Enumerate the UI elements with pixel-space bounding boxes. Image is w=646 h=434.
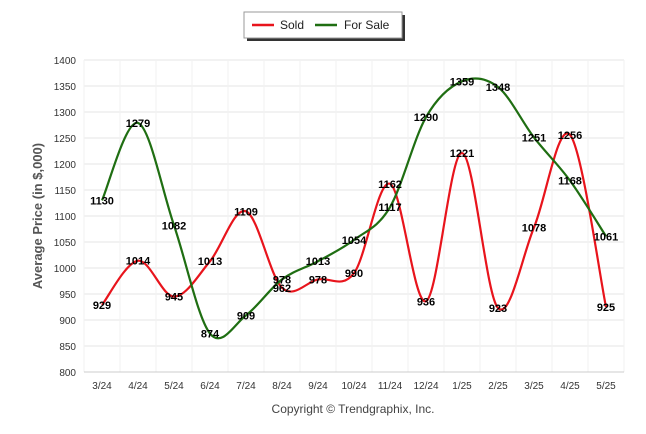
data-labels: 9291014945101311099629789901162936122192… [90, 76, 618, 340]
data-label-for-sale: 1290 [414, 112, 438, 124]
gridlines [83, 59, 625, 373]
data-label-sold: 978 [309, 274, 327, 286]
data-label-for-sale: 874 [201, 329, 220, 341]
x-tick-label: 1/25 [452, 381, 472, 392]
data-label-sold: 962 [273, 283, 291, 295]
data-label-sold: 1109 [234, 206, 258, 218]
data-label-sold: 945 [165, 292, 183, 304]
x-axis-ticks: 3/24 4/24 5/24 6/24 7/24 8/24 9/24 10/24 11/24 12… [92, 381, 616, 392]
y-tick-label: 900 [59, 316, 76, 327]
data-label-sold: 1013 [198, 256, 222, 268]
x-tick-label: 2/25 [488, 381, 508, 392]
x-tick-label: 11/24 [378, 381, 403, 392]
x-tick-label: 4/24 [128, 381, 148, 392]
data-label-for-sale: 1130 [90, 195, 114, 207]
x-tick-label: 5/25 [596, 381, 616, 392]
data-label-for-sale: 1082 [162, 220, 186, 232]
y-tick-label: 850 [59, 342, 76, 353]
x-tick-label: 7/24 [236, 381, 256, 392]
data-label-for-sale: 1168 [558, 176, 582, 188]
data-label-for-sale: 909 [237, 310, 255, 322]
data-label-for-sale: 1117 [378, 202, 401, 214]
x-tick-label: 4/25 [560, 381, 580, 392]
data-label-for-sale: 1348 [486, 82, 510, 94]
data-label-sold: 990 [345, 268, 363, 280]
x-tick-label: 6/24 [200, 381, 220, 392]
y-tick-label: 1150 [54, 186, 76, 197]
x-tick-label: 10/24 [341, 381, 366, 392]
data-label-sold: 1221 [450, 148, 474, 160]
data-label-for-sale: 1054 [342, 235, 367, 247]
x-tick-label: 9/24 [308, 381, 328, 392]
x-tick-label: 5/24 [164, 381, 184, 392]
y-tick-label: 800 [59, 368, 76, 379]
legend-label-sold: Sold [280, 18, 304, 32]
x-tick-label: 3/24 [92, 381, 112, 392]
data-label-sold: 1014 [126, 256, 151, 268]
y-tick-label: 1250 [54, 134, 77, 145]
x-tick-label: 3/25 [524, 381, 544, 392]
x-tick-label: 12/24 [413, 381, 438, 392]
data-label-sold: 1162 [378, 179, 402, 191]
data-label-for-sale: 1359 [450, 76, 474, 88]
data-label-for-sale: 1251 [522, 132, 546, 144]
data-label-sold: 1078 [522, 222, 546, 234]
y-tick-label: 1100 [54, 212, 76, 223]
y-axis-ticks: 800 850 900 950 1000 1050 1100 1150 1200 1250 1300… [54, 56, 77, 379]
y-tick-label: 1350 [54, 82, 77, 93]
data-label-for-sale: 1279 [126, 118, 150, 130]
data-label-for-sale: 978 [273, 274, 291, 286]
legend-label-for-sale: For Sale [344, 18, 390, 32]
y-tick-label: 1050 [54, 238, 77, 249]
copyright-footer: Copyright © Trendgraphix, Inc. [272, 402, 435, 416]
y-axis-label: Average Price (in $,000) [30, 143, 45, 289]
x-tick-label: 8/24 [272, 381, 292, 392]
data-label-sold: 923 [489, 303, 507, 315]
y-tick-label: 1200 [54, 160, 77, 171]
y-tick-label: 1400 [54, 56, 77, 67]
data-label-sold: 936 [417, 296, 435, 308]
data-label-sold: 929 [93, 300, 111, 312]
y-tick-label: 1000 [54, 264, 77, 275]
data-label-for-sale: 1013 [306, 256, 330, 268]
y-tick-label: 950 [59, 290, 76, 301]
legend: Sold For Sale [243, 11, 405, 41]
series-lines [100, 77, 608, 340]
data-label-sold: 925 [597, 302, 615, 314]
y-tick-label: 1300 [54, 108, 77, 119]
data-label-for-sale: 1061 [594, 231, 618, 243]
data-label-sold: 1256 [558, 130, 582, 142]
